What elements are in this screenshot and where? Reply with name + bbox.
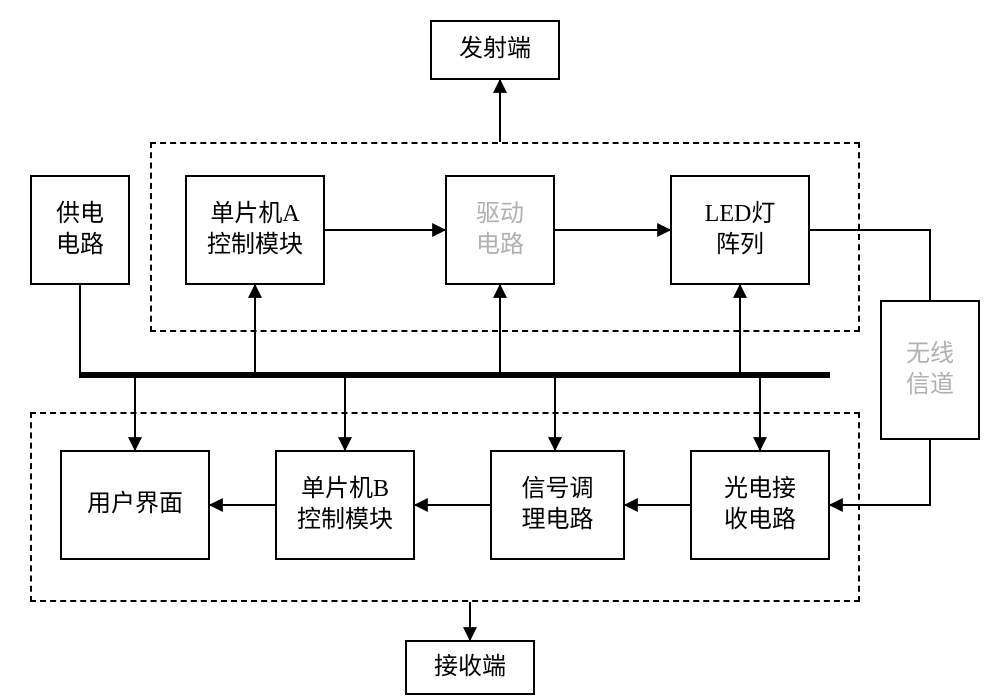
user-interface-node: 用户界面 [60, 450, 210, 560]
led-array-node: LED灯阵列 [670, 175, 810, 285]
photodetector-rx-node: 光电接收电路 [690, 450, 830, 560]
receiver-label: 接收端 [405, 640, 535, 695]
diagram-root: 发射端 供电电路 单片机A控制模块 驱动电路 LED灯阵列 无线信道 用户界面 … [0, 0, 1000, 699]
signal-conditioning-node: 信号调理电路 [490, 450, 625, 560]
driver-circuit-node: 驱动电路 [445, 175, 555, 285]
mcu-b-node: 单片机B控制模块 [275, 450, 415, 560]
power-circuit-node: 供电电路 [30, 175, 130, 285]
transmitter-label: 发射端 [430, 20, 560, 80]
wireless-channel-node: 无线信道 [880, 300, 980, 440]
mcu-a-node: 单片机A控制模块 [185, 175, 325, 285]
